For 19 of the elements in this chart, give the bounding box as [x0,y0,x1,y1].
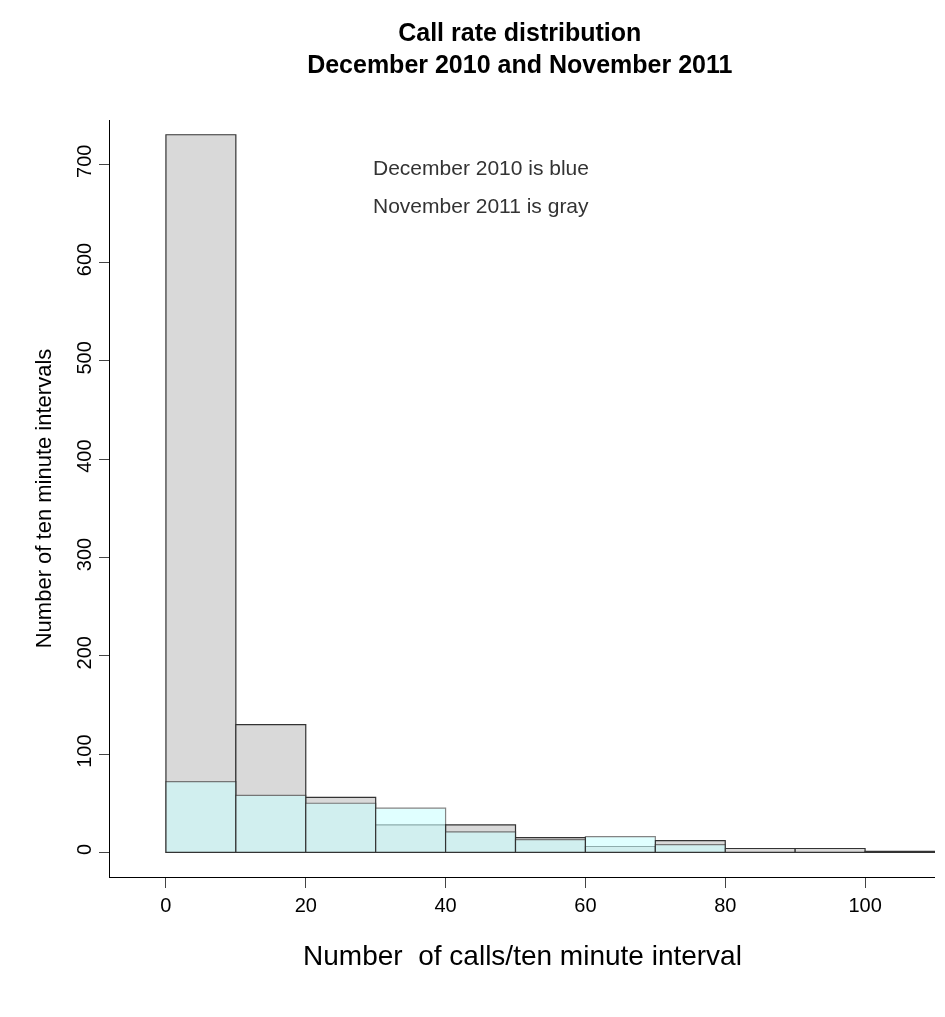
y-tick-label: 0 [73,843,95,855]
annotation: November 2011 is gray [373,194,590,217]
x-tick-label: 20 [294,894,317,916]
y-tick-label: 500 [73,341,95,375]
chart-title: Call rate distribution December 2010 and November 2011 [307,17,733,79]
x-tick-label: 0 [160,894,172,916]
x-axis-title: Number of calls/ten minute interval [303,940,742,972]
x-tick-label: 40 [434,894,457,916]
y-axis-title: Number of ten minute intervals [30,348,56,649]
y-tick-label: 400 [73,439,95,473]
annotation: December 2010 is blue [373,156,589,179]
y-tick-label: 300 [73,537,95,572]
y-tick-label: 700 [73,144,95,178]
x-tick-label: 100 [848,894,882,916]
y-tick-label: 600 [73,242,95,277]
x-tick-label: 60 [574,894,597,916]
x-tick-label: 80 [714,894,737,916]
y-tick-label: 200 [73,636,95,670]
y-tick-label: 100 [73,734,95,768]
